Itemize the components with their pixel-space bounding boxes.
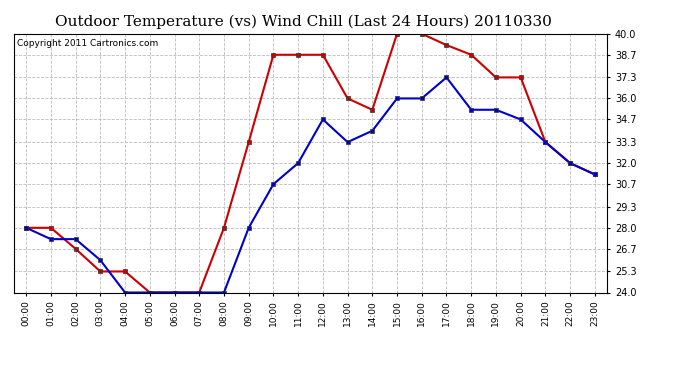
Text: Copyright 2011 Cartronics.com: Copyright 2011 Cartronics.com bbox=[17, 39, 158, 48]
Text: Outdoor Temperature (vs) Wind Chill (Last 24 Hours) 20110330: Outdoor Temperature (vs) Wind Chill (Las… bbox=[55, 15, 552, 29]
